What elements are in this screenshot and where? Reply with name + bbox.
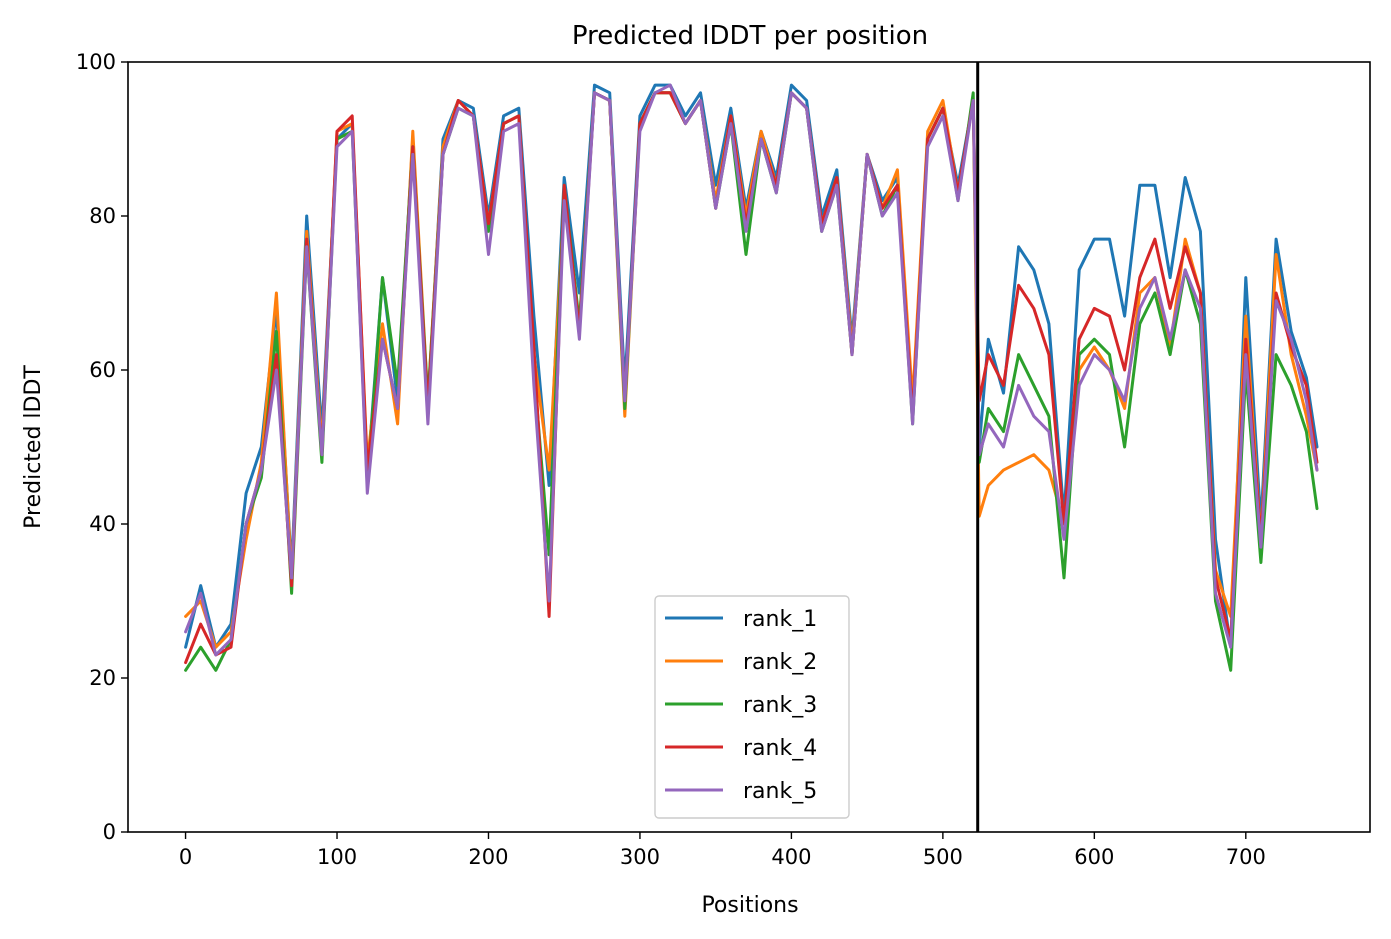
y-tick-label: 100: [76, 50, 116, 74]
x-tick-label: 300: [620, 845, 660, 869]
x-tick-label: 500: [923, 845, 963, 869]
y-tick-label: 20: [89, 666, 116, 690]
y-tick-label: 40: [89, 512, 116, 536]
x-tick-label: 200: [468, 845, 508, 869]
x-tick-label: 600: [1074, 845, 1114, 869]
series-line-rank_5: [184, 83, 1319, 657]
y-axis-label: Predicted lDDT: [21, 365, 46, 529]
legend-label-rank_2: rank_2: [743, 650, 817, 675]
legend-label-rank_1: rank_1: [743, 607, 817, 632]
legend: rank_1 rank_2 rank_3 rank_4 rank_5: [654, 595, 850, 819]
y-tick-label: 0: [103, 820, 116, 844]
x-tick-label: 700: [1226, 845, 1266, 869]
legend-label-rank_3: rank_3: [743, 693, 817, 718]
x-axis: 0 100 200 300 400 500 600 700: [179, 832, 1266, 869]
x-tick-label: 100: [317, 845, 357, 869]
legend-label-rank_4: rank_4: [743, 736, 817, 761]
legend-label-rank_5: rank_5: [743, 779, 817, 804]
x-tick-label: 0: [179, 845, 192, 869]
x-tick-label: 400: [771, 845, 811, 869]
x-axis-label: Positions: [701, 893, 798, 918]
y-tick-label: 60: [89, 358, 116, 382]
y-tick-label: 80: [89, 204, 116, 228]
chart-title: Predicted lDDT per position: [572, 21, 928, 51]
series-layer: [184, 83, 1319, 672]
legend-box: [654, 595, 850, 819]
plot-frame: [127, 61, 1371, 833]
y-axis: 0 20 40 60 80 100: [76, 50, 128, 844]
